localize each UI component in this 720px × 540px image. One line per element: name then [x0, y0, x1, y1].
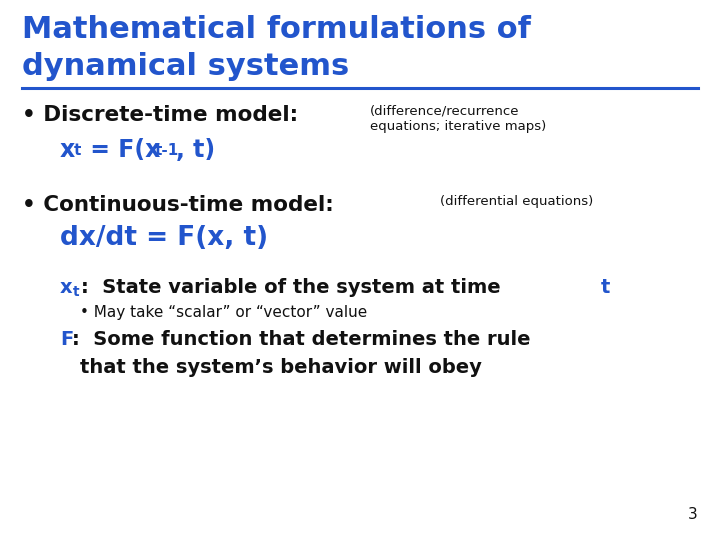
Text: equations; iterative maps): equations; iterative maps) [370, 120, 546, 133]
Text: :  State variable of the system at time: : State variable of the system at time [81, 278, 508, 297]
Text: dx/dt = F(x, t): dx/dt = F(x, t) [60, 225, 268, 251]
Text: (difference/recurrence: (difference/recurrence [370, 105, 520, 118]
Text: t-1: t-1 [155, 143, 179, 158]
Text: :  Some function that determines the rule: : Some function that determines the rule [72, 330, 531, 349]
Text: t: t [601, 278, 611, 297]
Text: x: x [60, 138, 76, 162]
Text: • Discrete-time model:: • Discrete-time model: [22, 105, 298, 125]
Text: = F(x: = F(x [82, 138, 161, 162]
Text: 3: 3 [688, 507, 698, 522]
Text: that the system’s behavior will obey: that the system’s behavior will obey [80, 358, 482, 377]
Text: t: t [73, 285, 80, 299]
Text: F: F [60, 330, 73, 349]
Text: • May take “scalar” or “vector” value: • May take “scalar” or “vector” value [80, 305, 367, 320]
Text: t: t [74, 143, 81, 158]
Text: , t): , t) [176, 138, 215, 162]
Text: • Continuous-time model:: • Continuous-time model: [22, 195, 334, 215]
Text: dynamical systems: dynamical systems [22, 52, 349, 81]
Text: (differential equations): (differential equations) [440, 195, 593, 208]
Text: Mathematical formulations of: Mathematical formulations of [22, 15, 531, 44]
Text: x: x [60, 278, 73, 297]
